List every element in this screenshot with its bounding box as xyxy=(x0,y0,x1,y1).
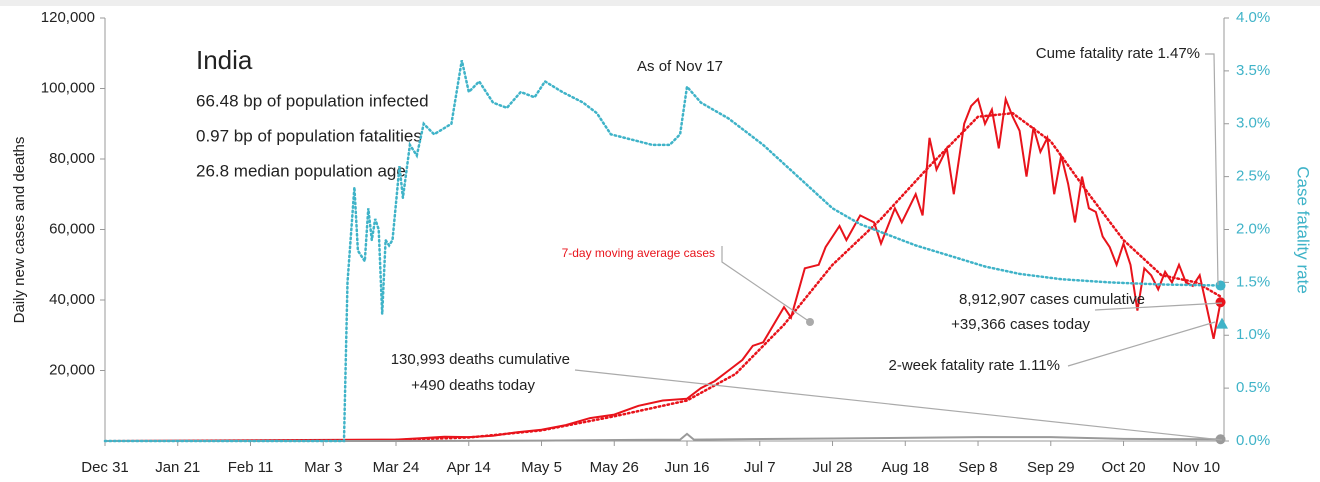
x-tick-label: Nov 10 xyxy=(1173,459,1221,476)
series-line xyxy=(104,95,1222,442)
y2-tick-label: 1.0% xyxy=(1236,326,1270,343)
y2-tick-label: 3.0% xyxy=(1236,115,1270,132)
series-line xyxy=(103,60,1222,443)
x-tick-label: Aug 18 xyxy=(882,459,930,476)
annotation: +39,366 cases today xyxy=(951,316,1090,333)
y2-tick-label: 2.5% xyxy=(1236,168,1270,185)
stat: 26.8 median population age xyxy=(196,161,406,180)
x-tick-label: Jun 16 xyxy=(664,459,709,476)
leader-line xyxy=(1067,321,1216,367)
x-tick-label: Sep 8 xyxy=(958,459,997,476)
stat: 0.97 bp of population fatalities xyxy=(196,126,422,145)
y2-tick-label: 3.5% xyxy=(1236,62,1270,79)
y2-tick-label: 2.0% xyxy=(1236,220,1270,237)
x-tick-label: Apr 14 xyxy=(447,459,491,476)
y2-axis-label: Case fatality rate xyxy=(1294,166,1313,294)
y-tick-label: 120,000 xyxy=(41,9,95,26)
end-marker xyxy=(1215,280,1226,291)
y2-tick-label: 0.5% xyxy=(1236,379,1270,396)
x-tick-label: May 26 xyxy=(590,459,639,476)
x-tick-label: Dec 31 xyxy=(81,459,129,476)
series-line xyxy=(394,111,1222,442)
stat: 66.48 bp of population infected xyxy=(196,91,429,110)
x-tick-label: Mar 3 xyxy=(304,459,342,476)
leader-line xyxy=(1094,302,1223,311)
y-tick-label: 40,000 xyxy=(49,291,95,308)
y2-tick-label: 1.5% xyxy=(1236,273,1270,290)
leader-line xyxy=(574,369,1223,441)
top-bar xyxy=(0,0,1320,6)
annotation: Cume fatality rate 1.47% xyxy=(1036,45,1200,62)
y2-tick-label: 4.0% xyxy=(1236,9,1270,26)
x-tick-label: Jul 7 xyxy=(744,459,776,476)
x-tick-label: Oct 20 xyxy=(1101,459,1145,476)
y2-tick-label: 0.0% xyxy=(1236,432,1270,449)
x-tick-label: Jul 28 xyxy=(813,459,853,476)
x-tick-label: Sep 29 xyxy=(1027,459,1075,476)
series-line xyxy=(104,432,1222,442)
annotation: 7-day moving average cases xyxy=(562,246,715,260)
y-tick-label: 100,000 xyxy=(41,79,95,96)
leader-line xyxy=(1205,53,1219,286)
x-tick-label: Mar 24 xyxy=(373,459,420,476)
x-tick-label: Feb 11 xyxy=(228,459,274,476)
annotation: +490 deaths today xyxy=(411,377,535,394)
chart-title: India xyxy=(196,45,253,75)
leader-line xyxy=(721,246,811,323)
x-tick-label: May 5 xyxy=(521,459,562,476)
end-marker xyxy=(1215,297,1226,308)
two-week-marker xyxy=(1216,317,1228,329)
y-axis-label: Daily new cases and deaths xyxy=(11,137,28,324)
y-tick-label: 60,000 xyxy=(49,220,95,237)
leader-dot xyxy=(806,318,814,326)
annotation: 8,912,907 cases cumulative xyxy=(959,291,1145,308)
annotation: 2-week fatality rate 1.11% xyxy=(889,357,1060,374)
y-tick-label: 20,000 xyxy=(49,361,95,378)
y-tick-label: 80,000 xyxy=(49,150,95,167)
annotation: 130,993 deaths cumulative xyxy=(391,351,570,368)
annotation: As of Nov 17 xyxy=(637,58,723,75)
x-tick-label: Jan 21 xyxy=(155,459,200,476)
